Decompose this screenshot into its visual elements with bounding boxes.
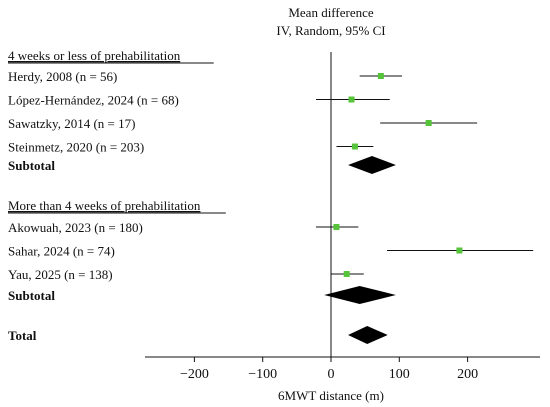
subtotal-diamond — [348, 156, 396, 174]
point-estimate — [425, 120, 432, 126]
point-estimate — [333, 224, 340, 230]
total-label: Total — [8, 328, 37, 343]
x-tick-label: −200 — [180, 367, 209, 382]
study-label: Steinmetz, 2020 (n = 203) — [8, 140, 144, 155]
group-title: 4 weeks or less of prehabilitation — [8, 48, 181, 63]
x-tick-label: 200 — [457, 367, 478, 382]
study-label: López-Hernández, 2024 (n = 68) — [8, 93, 179, 108]
header-line-1: Mean difference — [288, 5, 374, 20]
total-diamond — [348, 326, 388, 344]
point-estimate — [377, 73, 384, 79]
x-tick-label: −100 — [248, 367, 277, 382]
study-label: Herdy, 2008 (n = 56) — [8, 69, 117, 84]
study-label: Sahar, 2024 (n = 74) — [8, 244, 115, 259]
x-axis-label: 6MWT distance (m) — [278, 388, 384, 403]
x-tick-label: 0 — [328, 367, 335, 382]
point-estimate — [351, 143, 358, 150]
point-estimate — [456, 247, 463, 254]
header-line-2: IV, Random, 95% CI — [276, 23, 385, 38]
subtotal-label: Subtotal — [8, 158, 55, 173]
study-label: Akowuah, 2023 (n = 180) — [8, 220, 143, 235]
subtotal-diamond — [324, 286, 396, 304]
point-estimate — [343, 271, 350, 277]
subtotal-label: Subtotal — [8, 288, 55, 303]
x-tick-label: 100 — [389, 367, 410, 382]
study-label: Yau, 2025 (n = 138) — [8, 267, 113, 282]
study-label: Sawatzky, 2014 (n = 17) — [8, 116, 135, 131]
point-estimate — [348, 96, 355, 103]
group-title: More than 4 weeks of prehabilitation — [8, 198, 201, 213]
